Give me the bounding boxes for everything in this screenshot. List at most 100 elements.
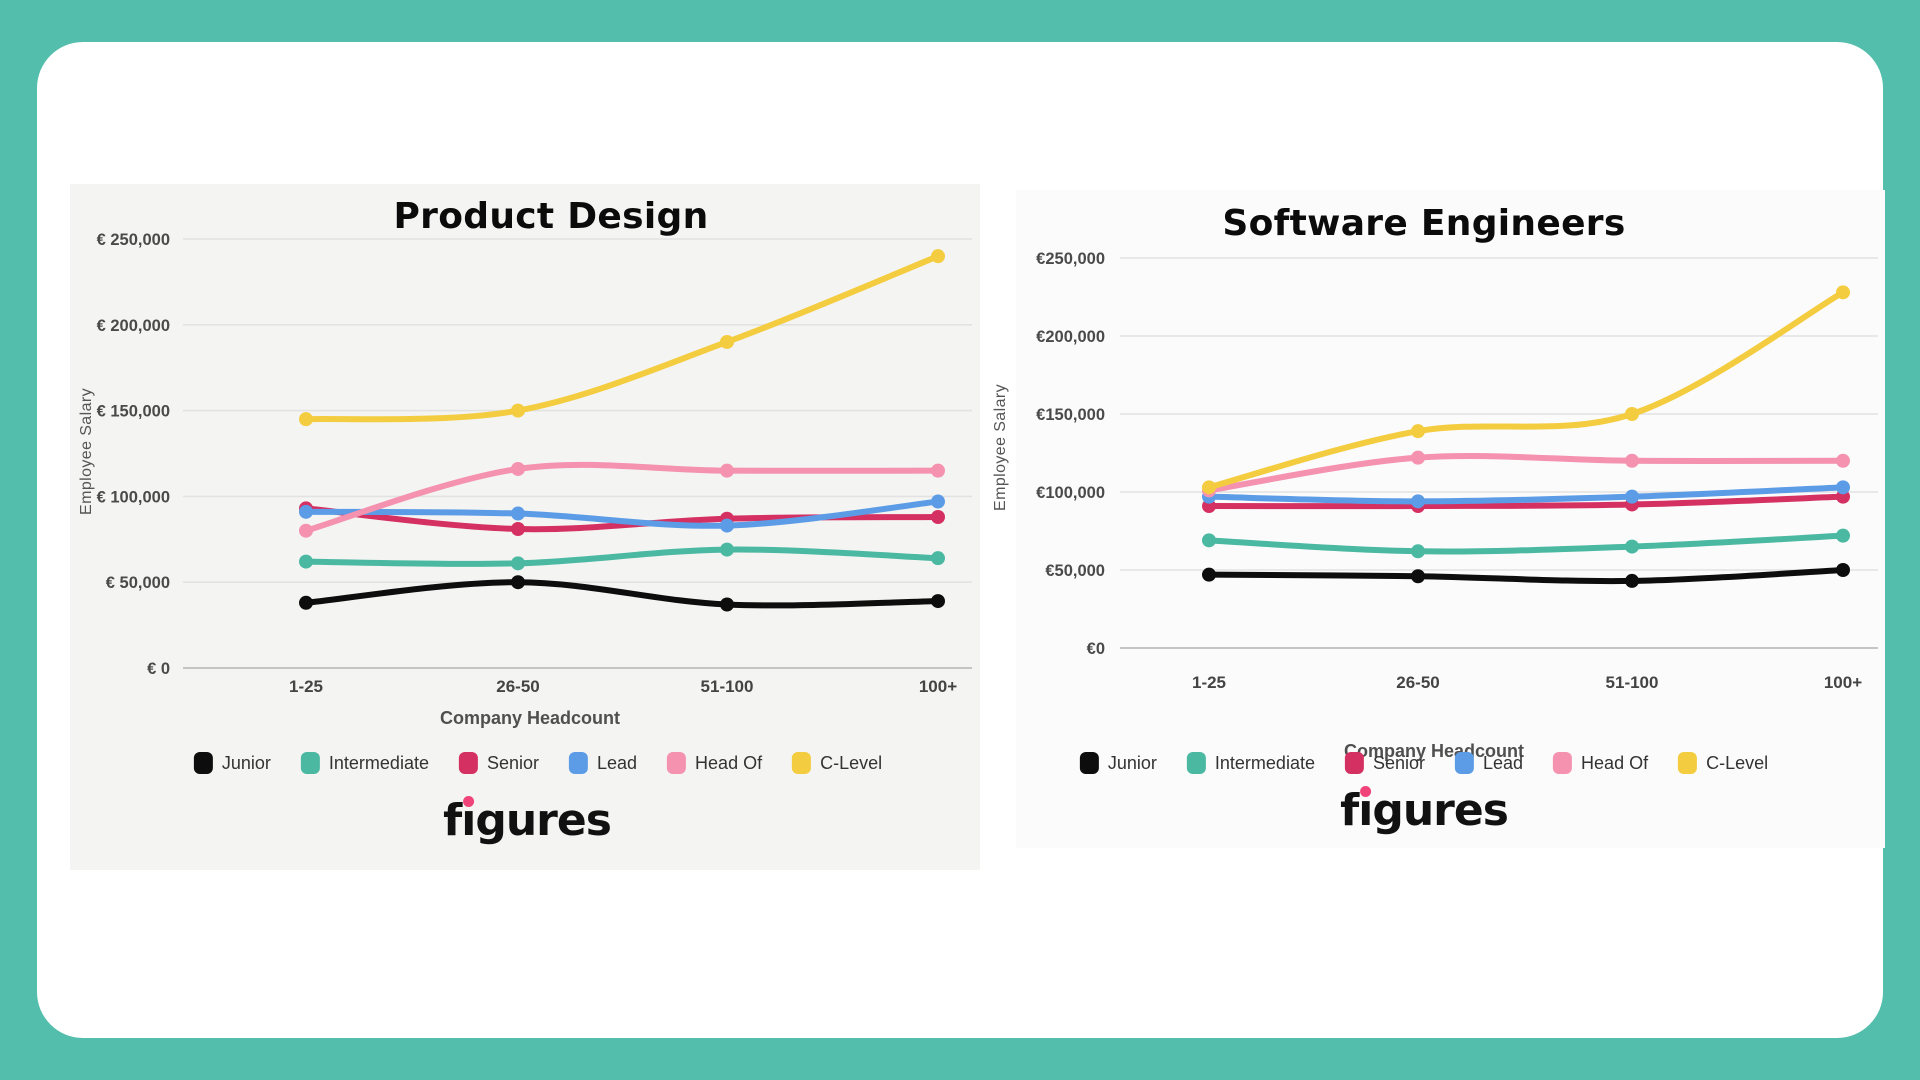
legend-item-senior: Senior bbox=[458, 752, 539, 774]
data-point bbox=[299, 554, 313, 569]
y-tick-label: €50,000 bbox=[1045, 562, 1105, 580]
logo-i-dot: ı bbox=[1358, 785, 1373, 836]
series-lead bbox=[299, 494, 945, 533]
y-tick-label: €100,000 bbox=[1036, 484, 1105, 502]
legend-item-intermediate: Intermediate bbox=[300, 752, 429, 774]
chart-canvas-software-engineers: €250,000 €200,000 €150,000 €100,000 €50,000 €… bbox=[1036, 250, 1878, 692]
data-point bbox=[1411, 424, 1425, 439]
legend-item-senior: Senior bbox=[1344, 752, 1425, 774]
figures-logo-right: fıgures bbox=[1340, 785, 1509, 836]
series-junior bbox=[299, 575, 945, 612]
x-tick-label: 51-100 bbox=[701, 677, 754, 696]
data-point bbox=[299, 412, 313, 427]
data-point bbox=[511, 575, 525, 590]
data-point bbox=[931, 249, 945, 264]
data-point bbox=[931, 551, 945, 566]
series-line bbox=[1206, 532, 1846, 555]
legend-item-head-of: Head Of bbox=[667, 752, 762, 774]
series-line bbox=[1206, 567, 1846, 585]
legend-label: Head Of bbox=[1581, 752, 1649, 773]
series-c-level bbox=[299, 249, 945, 427]
legend-label: Lead bbox=[1483, 752, 1524, 773]
series-intermediate bbox=[299, 542, 945, 571]
series-line bbox=[303, 579, 941, 609]
legend-label: Intermediate bbox=[1214, 752, 1315, 773]
series-line bbox=[1206, 289, 1846, 491]
y-tick-label: € 0 bbox=[147, 660, 170, 678]
legend-item-junior: Junior bbox=[193, 752, 271, 774]
legend-label: Intermediate bbox=[328, 752, 429, 773]
legend-swatch bbox=[1079, 752, 1099, 774]
legend-item-intermediate: Intermediate bbox=[1186, 752, 1315, 774]
data-point bbox=[720, 334, 734, 349]
data-point bbox=[511, 461, 525, 476]
data-point bbox=[931, 509, 945, 524]
data-point bbox=[511, 403, 525, 418]
series-line bbox=[1206, 453, 1846, 494]
legend-item-head-of: Head Of bbox=[1553, 752, 1648, 774]
legend-swatch bbox=[569, 752, 588, 774]
data-point bbox=[1202, 533, 1216, 548]
legend-label: Head Of bbox=[695, 752, 763, 773]
data-point bbox=[1411, 544, 1425, 559]
legend-label: C-Level bbox=[820, 752, 883, 773]
data-point bbox=[511, 506, 525, 521]
series-line bbox=[1206, 484, 1846, 505]
y-tick-label: €200,000 bbox=[1036, 328, 1105, 346]
y-tick-label: € 100,000 bbox=[97, 488, 170, 506]
legend-item-lead: Lead bbox=[1455, 752, 1523, 774]
x-tick-label: 1-25 bbox=[289, 677, 323, 696]
series-line bbox=[303, 253, 941, 423]
data-point bbox=[1836, 563, 1850, 577]
chart-canvas-product-design: € 250,000 € 200,000 € 150,000 € 100,000 € 50… bbox=[97, 231, 972, 696]
x-tick-label: 26-50 bbox=[496, 677, 539, 696]
data-point bbox=[1836, 528, 1850, 543]
legend-swatch bbox=[458, 752, 478, 774]
legend-swatch bbox=[667, 752, 687, 774]
y-tick-label: € 150,000 bbox=[97, 403, 170, 421]
series-c-level bbox=[1202, 285, 1850, 495]
data-point bbox=[511, 556, 525, 571]
data-point bbox=[720, 542, 734, 557]
data-point bbox=[1202, 567, 1216, 582]
legend-label: Lead bbox=[597, 752, 638, 773]
software-engineers-chart-panel bbox=[1016, 190, 1885, 848]
legend-item-lead: Lead bbox=[569, 752, 637, 774]
chart-title-product-design: Product Design bbox=[393, 196, 709, 237]
chart-title-software-engineers: Software Engineers bbox=[1222, 203, 1626, 244]
data-point bbox=[1411, 450, 1425, 465]
x-tick-label: 26-50 bbox=[1396, 673, 1439, 692]
data-point bbox=[511, 522, 525, 537]
data-point bbox=[299, 595, 313, 610]
logo-i-dot: ı bbox=[461, 795, 476, 846]
series-head-of bbox=[1202, 450, 1850, 498]
legend-label: Junior bbox=[1107, 752, 1157, 773]
legend-swatch bbox=[1455, 752, 1474, 774]
data-point bbox=[1625, 407, 1639, 421]
legend-label: Senior bbox=[1372, 752, 1425, 773]
data-point bbox=[931, 463, 945, 478]
series-line bbox=[303, 498, 941, 529]
data-point bbox=[1625, 489, 1639, 504]
x-tick-label: 51-100 bbox=[1606, 673, 1659, 692]
legend-software-engineers: Junior Intermediate Senior Lead Head Of C-Lev… bbox=[1079, 752, 1768, 774]
y-tick-label: € 50,000 bbox=[106, 574, 170, 592]
figures-logo-left: fıgures bbox=[443, 795, 612, 846]
data-point bbox=[1625, 573, 1639, 588]
legend-product-design: Junior Intermediate Senior Lead Head Of C-Lev… bbox=[193, 752, 883, 774]
series-line bbox=[303, 461, 941, 534]
legend-label: Junior bbox=[221, 752, 271, 773]
data-point bbox=[931, 494, 945, 509]
y-tick-label: €250,000 bbox=[1036, 250, 1105, 268]
legend-swatch bbox=[1344, 752, 1364, 774]
series-intermediate bbox=[1202, 528, 1850, 559]
series-head-of bbox=[299, 461, 945, 538]
legend-swatch bbox=[1553, 752, 1573, 774]
legend-item-junior: Junior bbox=[1079, 752, 1157, 774]
legend-swatch bbox=[1186, 752, 1206, 774]
legend-swatch bbox=[193, 752, 213, 774]
legend-item-c-level: C-Level bbox=[1678, 752, 1768, 774]
y-tick-label: € 200,000 bbox=[97, 317, 170, 335]
series-junior bbox=[1202, 563, 1850, 588]
data-point bbox=[1836, 453, 1850, 468]
